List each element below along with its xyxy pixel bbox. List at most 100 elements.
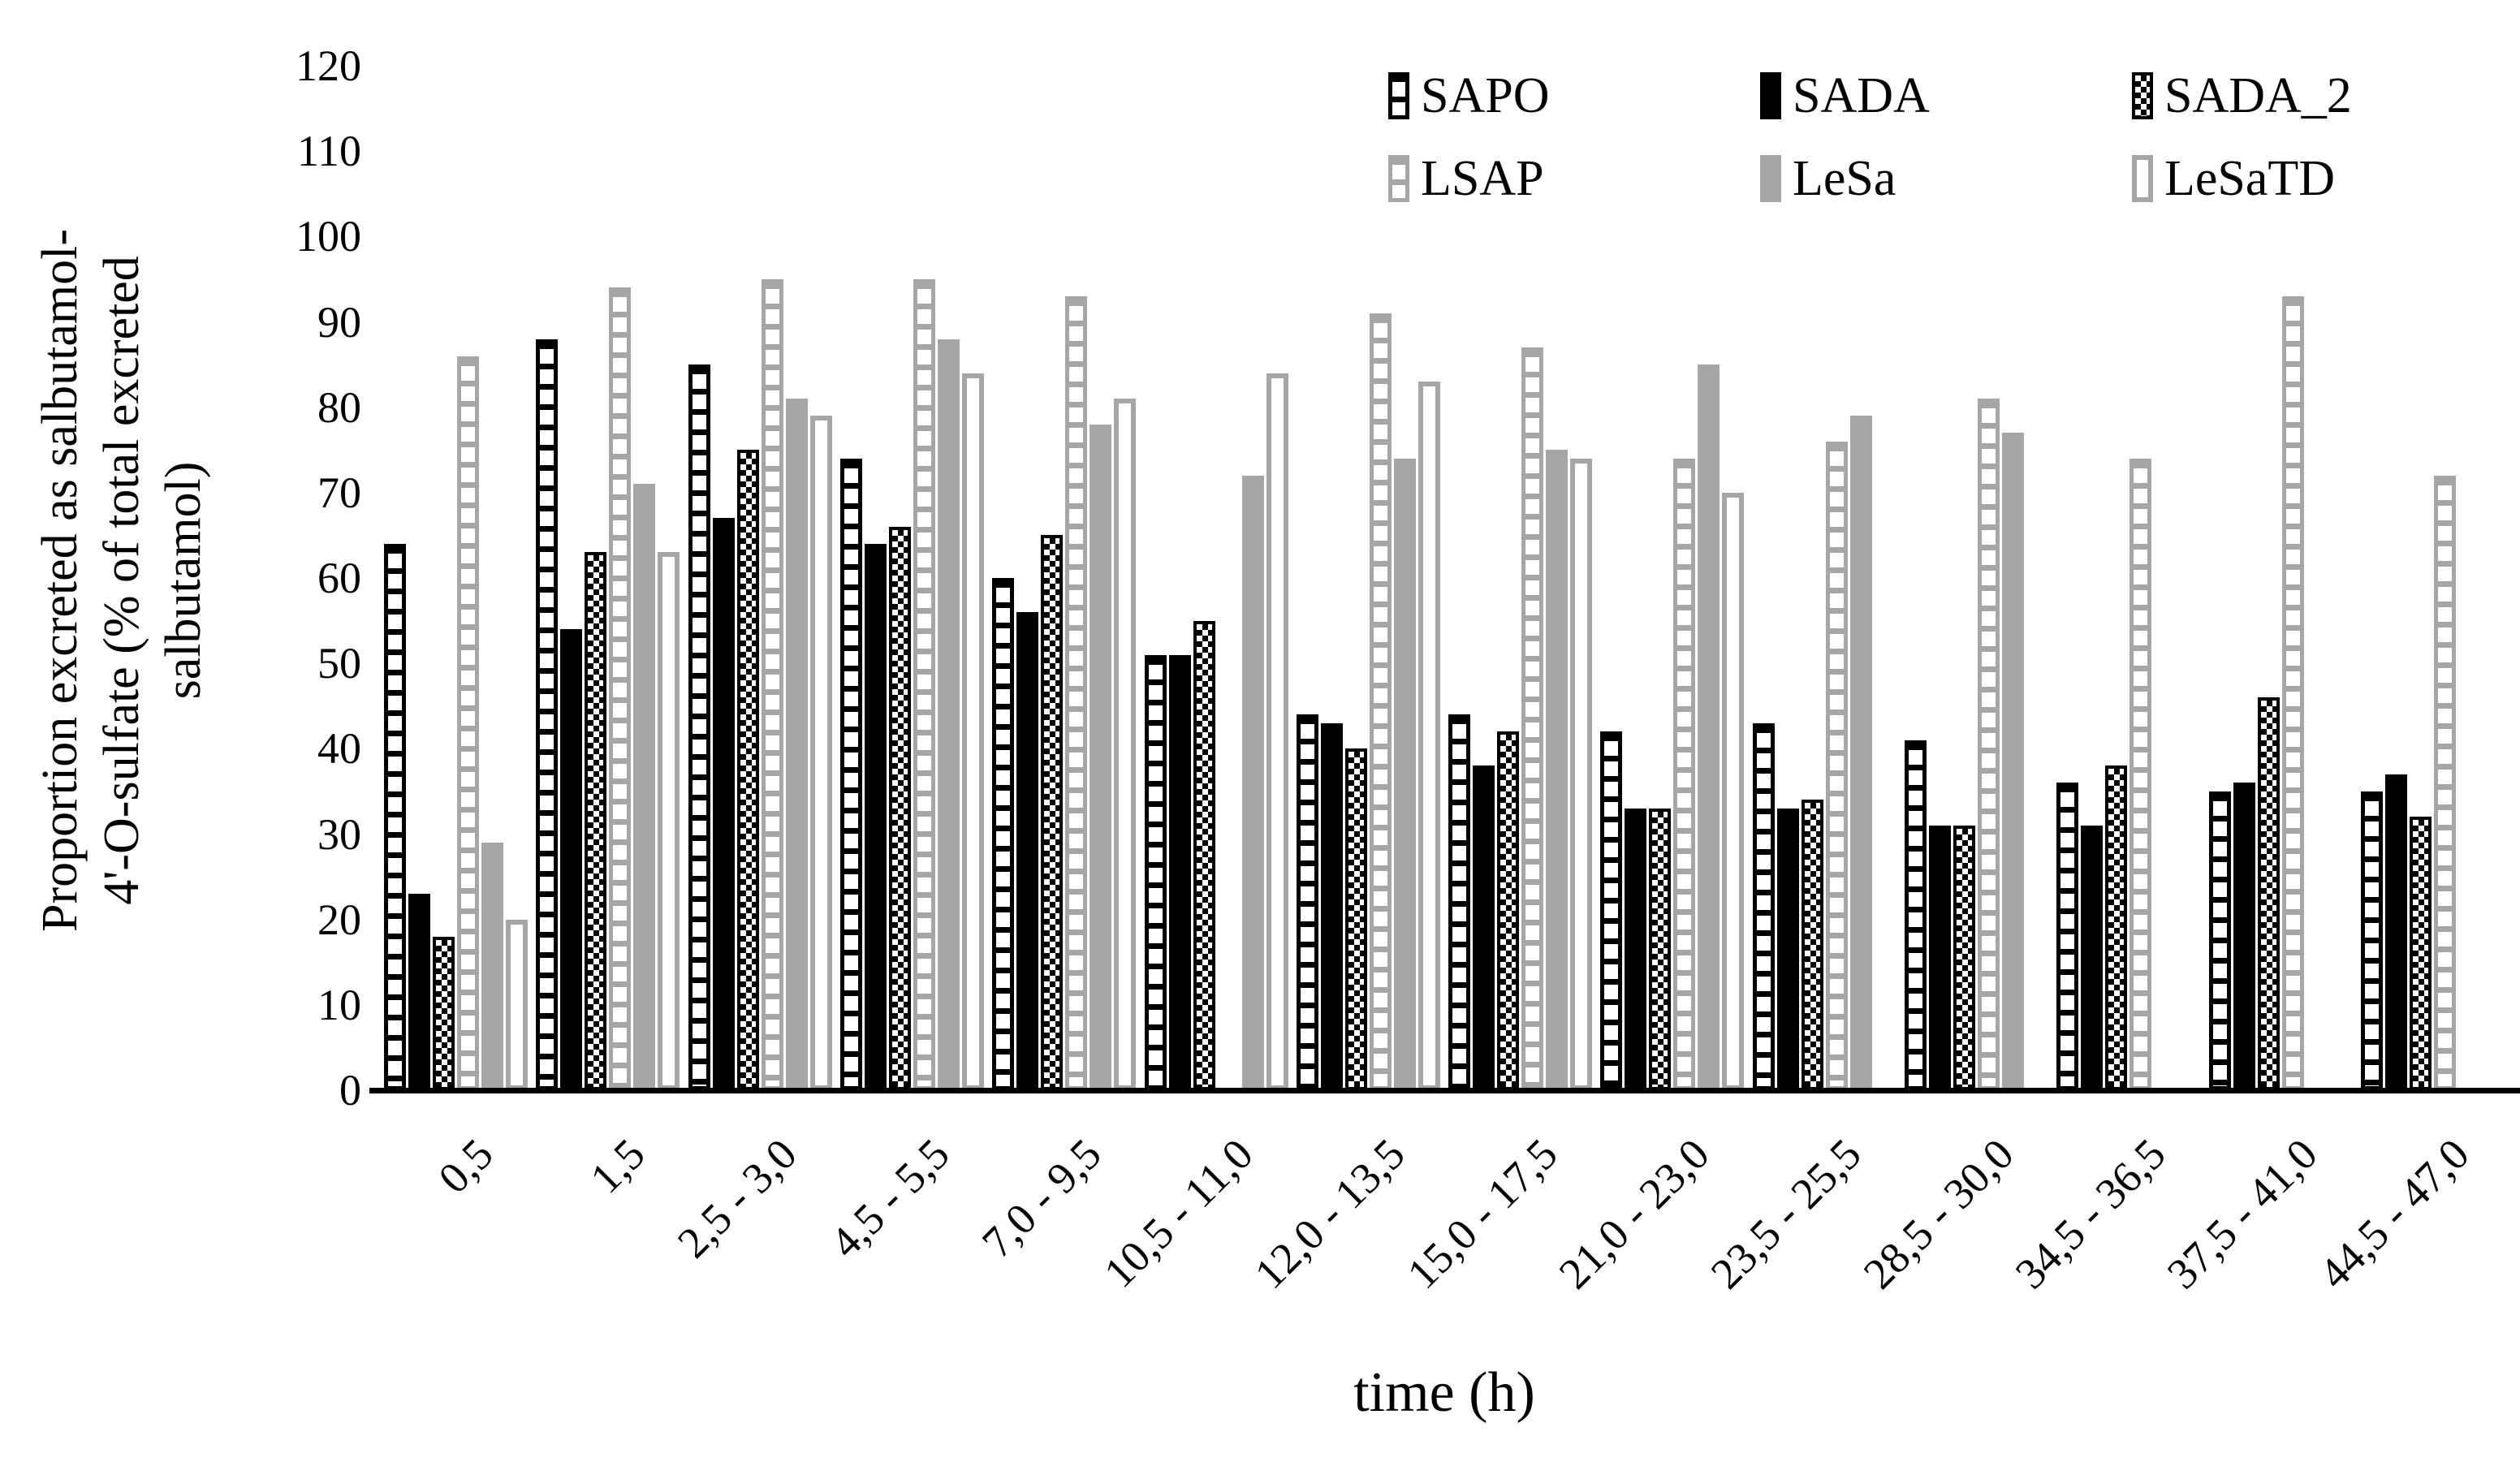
bar-sada2-15,0 - 17,5 [1497, 731, 1520, 1090]
bar-lsap-23,5 - 25,5 [1825, 442, 1848, 1090]
x-tick-1,5: 1,5 [580, 1129, 654, 1203]
bar-sapo-12,0 - 13,5 [1296, 714, 1318, 1090]
legend-label-sapo: SAPO [1421, 68, 1550, 123]
bar-sada-1,5 [560, 629, 583, 1090]
bar-sada-10,5 - 11,0 [1168, 655, 1191, 1090]
bar-lsap-37,5 - 41,0 [2281, 296, 2304, 1090]
bar-lsap-1,5 [609, 287, 632, 1090]
bar-sada-15,0 - 17,5 [1473, 766, 1495, 1090]
bar-lesa-4,5 - 5,5 [937, 339, 960, 1090]
bar-group-28,5 - 30,0 [1901, 66, 2052, 1090]
bar-sapo-28,5 - 30,0 [1904, 740, 1927, 1090]
bar-lesa-10,5 - 11,0 [1241, 476, 1264, 1090]
bar-sada2-34,5 - 36,5 [2105, 766, 2128, 1090]
bar-sada2-4,5 - 5,5 [888, 527, 911, 1090]
bar-lesatd-1,5 [658, 552, 680, 1090]
bar-lsap-21,0 - 23,0 [1673, 459, 1696, 1090]
legend-label-lesa: LeSa [1793, 151, 1896, 206]
bar-sapo-34,5 - 36,5 [2056, 783, 2079, 1090]
bar-sada2-21,0 - 23,0 [1649, 809, 1672, 1090]
bar-lsap-44,5 - 47,0 [2433, 476, 2456, 1090]
bar-sada-37,5 - 41,0 [2233, 783, 2255, 1090]
bar-sapo-7,0 - 9,5 [992, 578, 1015, 1090]
bar-sada-4,5 - 5,5 [864, 544, 887, 1090]
x-axis-line [369, 1088, 2520, 1093]
bar-group-7,0 - 9,5 [988, 66, 1140, 1090]
bar-lesa-15,0 - 17,5 [1546, 450, 1569, 1090]
legend-swatch-lesa-icon [1760, 155, 1781, 202]
bar-sapo-2,5 - 3,0 [688, 364, 710, 1090]
y-tick-20: 20 [317, 895, 361, 944]
legend-label-sada: SADA [1793, 68, 1930, 123]
y-tick-70: 70 [317, 468, 361, 517]
bar-lesa-2,5 - 3,0 [785, 399, 808, 1090]
legend-label-sada2: SADA_2 [2164, 68, 2352, 123]
bar-group-37,5 - 41,0 [2204, 66, 2356, 1090]
legend-item-lesatd: LeSaTD [2132, 152, 2504, 205]
y-tick-0: 0 [339, 1066, 361, 1115]
bar-lsap-12,0 - 13,5 [1369, 313, 1392, 1090]
bar-lesa-7,0 - 9,5 [1090, 425, 1112, 1090]
y-tick-90: 90 [317, 297, 361, 347]
bar-sapo-23,5 - 25,5 [1752, 723, 1775, 1090]
bar-lsap-15,0 - 17,5 [1521, 347, 1544, 1090]
x-tick-4,5 - 5,5: 4,5 - 5,5 [820, 1129, 959, 1267]
bar-sada2-23,5 - 25,5 [1801, 800, 1823, 1090]
x-tick-0,5: 0,5 [429, 1129, 503, 1203]
y-tick-80: 80 [317, 382, 361, 432]
bar-lsap-4,5 - 5,5 [913, 279, 935, 1090]
legend-item-sapo: SAPO [1388, 69, 1760, 123]
legend-swatch-lesatd-icon [2132, 155, 2153, 202]
bar-lesatd-4,5 - 5,5 [961, 373, 984, 1090]
y-tick-50: 50 [317, 639, 361, 688]
bar-sada2-28,5 - 30,0 [1953, 826, 1975, 1090]
bar-sada2-1,5 [585, 552, 607, 1090]
y-tick-110: 110 [297, 127, 361, 176]
bar-sada2-37,5 - 41,0 [2257, 697, 2280, 1090]
bar-lesatd-21,0 - 23,0 [1722, 493, 1745, 1090]
bar-sada2-44,5 - 47,0 [2409, 817, 2432, 1090]
legend-swatch-sada-icon [1760, 72, 1781, 119]
bar-lesatd-0,5 [506, 920, 529, 1090]
bar-group-15,0 - 17,5 [1444, 66, 1596, 1090]
bar-sapo-4,5 - 5,5 [839, 459, 862, 1090]
bar-lesatd-10,5 - 11,0 [1266, 373, 1288, 1090]
y-tick-40: 40 [317, 724, 361, 774]
legend-swatch-sapo-icon [1388, 72, 1409, 119]
legend-swatch-lsap-icon [1388, 155, 1409, 202]
bar-sada-44,5 - 47,0 [2384, 774, 2407, 1090]
bar-sada-2,5 - 3,0 [712, 518, 735, 1090]
bar-lesa-0,5 [481, 843, 504, 1090]
x-tick-7,0 - 9,5: 7,0 - 9,5 [972, 1129, 1111, 1267]
bar-sada2-12,0 - 13,5 [1344, 748, 1367, 1090]
bar-lesatd-15,0 - 17,5 [1570, 459, 1593, 1090]
bar-lsap-7,0 - 9,5 [1065, 296, 1088, 1090]
bar-sapo-0,5 [384, 544, 407, 1090]
legend: SAPO SADA SADA_2 LSAP LeSa LeSaTD [1388, 69, 2504, 205]
bar-lesa-28,5 - 30,0 [2001, 433, 2024, 1090]
bar-sapo-44,5 - 47,0 [2360, 791, 2383, 1090]
y-axis-title: Proportion excreted as salbutamol- 4'-O-… [32, 228, 211, 933]
bar-lesatd-2,5 - 3,0 [809, 416, 832, 1090]
bar-sapo-1,5 [536, 339, 559, 1090]
bar-sada-0,5 [408, 894, 431, 1090]
x-axis-title: time (h) [1353, 1361, 1535, 1424]
bar-group-1,5 [532, 66, 684, 1090]
y-tick-100: 100 [296, 212, 361, 261]
bar-lsap-2,5 - 3,0 [761, 279, 783, 1090]
y-tick-60: 60 [317, 554, 361, 602]
bar-sada-23,5 - 25,5 [1776, 809, 1799, 1090]
bar-sada-7,0 - 9,5 [1016, 612, 1039, 1090]
bar-sada2-7,0 - 9,5 [1041, 535, 1064, 1090]
bar-sada2-10,5 - 11,0 [1193, 621, 1215, 1090]
x-tick-37,5 - 41,0: 37,5 - 41,0 [2157, 1129, 2327, 1299]
bar-lesa-1,5 [633, 484, 656, 1090]
bar-lesa-23,5 - 25,5 [1849, 416, 1872, 1090]
x-tick-2,5 - 3,0: 2,5 - 3,0 [668, 1129, 806, 1267]
bar-lsap-28,5 - 30,0 [1977, 399, 2000, 1090]
bar-group-21,0 - 23,0 [1596, 66, 1748, 1090]
bar-sapo-21,0 - 23,0 [1600, 731, 1623, 1090]
y-tick-30: 30 [317, 809, 361, 859]
bar-lesa-12,0 - 13,5 [1393, 459, 1416, 1090]
